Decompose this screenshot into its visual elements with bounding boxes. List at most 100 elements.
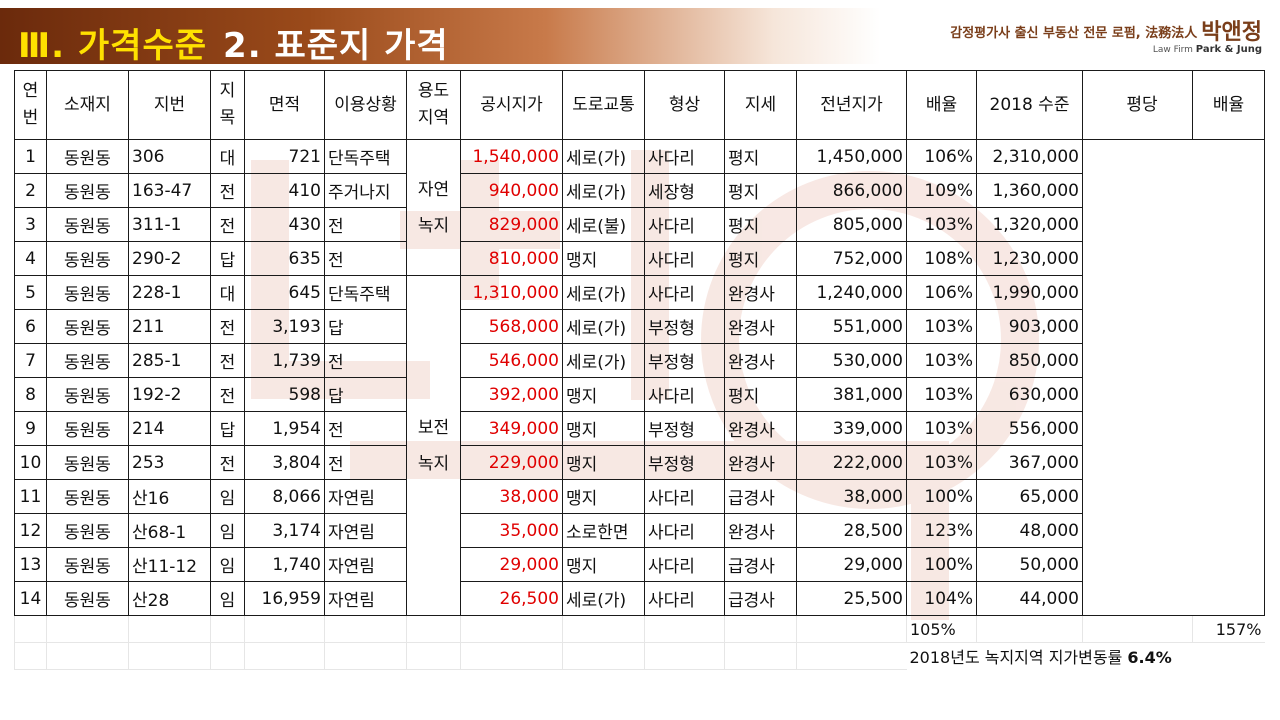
cell-location: 동원동 <box>46 241 129 276</box>
cell-price: 392,000 <box>460 377 563 412</box>
cell-use: 자연림 <box>324 513 407 548</box>
cell-shape: 사다리 <box>644 513 725 548</box>
cell-area: 645 <box>244 275 325 310</box>
cell-ratio: 104% <box>906 581 977 616</box>
cell-no: 8 <box>14 377 47 412</box>
firm-logo: 감정평가사 출신 부동산 전문 로펌, 法務法人 박앤정 Law Firm Par… <box>950 14 1262 55</box>
per-pyeong-blank-panel <box>1082 139 1265 616</box>
table-row: 7 동원동 285-1 전 1,739 전 546,000 세로(가) 부정형 완경사 530,00… <box>14 343 1265 378</box>
cell-category: 전 <box>210 207 245 242</box>
cell-terrain: 평지 <box>724 173 797 208</box>
cell-no: 10 <box>14 445 47 480</box>
cell-area: 3,193 <box>244 309 325 344</box>
cell-lot: 311-1 <box>128 207 211 242</box>
cell-category: 답 <box>210 241 245 276</box>
cell-level-2018: 44,000 <box>976 581 1083 616</box>
cell-level-2018: 65,000 <box>976 479 1083 514</box>
cell-terrain: 급경사 <box>724 581 797 616</box>
cell-prev-price: 29,000 <box>796 547 907 582</box>
cell-terrain: 완경사 <box>724 445 797 480</box>
cell-level-2018: 630,000 <box>976 377 1083 412</box>
col-header-ratio2: 배율 <box>1192 70 1265 140</box>
cell-location: 동원동 <box>46 547 129 582</box>
cell-prev-price: 339,000 <box>796 411 907 446</box>
cell-level-2018: 556,000 <box>976 411 1083 446</box>
table-row: 6 동원동 211 전 3,193 답 568,000 세로(가) 부정형 완경사 551,000 1… <box>14 309 1265 344</box>
cell-category: 전 <box>210 343 245 378</box>
cell-shape: 사다리 <box>644 377 725 412</box>
cell-no: 2 <box>14 173 47 208</box>
cell-use: 전 <box>324 207 407 242</box>
land-price-change-note: 2018년도 녹지지역 지가변동률 6.4% <box>909 648 1172 668</box>
cell-road: 세로(가) <box>562 173 645 208</box>
cell-category: 임 <box>210 513 245 548</box>
cell-road: 맹지 <box>562 547 645 582</box>
cell-price: 29,000 <box>460 547 563 582</box>
table-row: 9 동원동 214 답 1,954 전 349,000 맹지 부정형 완경사 339,000 103%… <box>14 411 1265 446</box>
cell-area: 3,174 <box>244 513 325 548</box>
cell-level-2018: 1,230,000 <box>976 241 1083 276</box>
cell-terrain: 완경사 <box>724 309 797 344</box>
cell-category: 전 <box>210 445 245 480</box>
cell-price: 940,000 <box>460 173 563 208</box>
cell-prev-price: 28,500 <box>796 513 907 548</box>
cell-level-2018: 50,000 <box>976 547 1083 582</box>
cell-use: 주거나지 <box>324 173 407 208</box>
cell-use: 전 <box>324 445 407 480</box>
cell-area: 1,954 <box>244 411 325 446</box>
cell-level-2018: 2,310,000 <box>976 139 1083 174</box>
cell-ratio: 106% <box>906 275 977 310</box>
cell-road: 맹지 <box>562 241 645 276</box>
table-row: 14 동원동 산28 임 16,959 자연림 26,500 세로(가) 사다리 급경사 25,50… <box>14 581 1265 616</box>
cell-location: 동원동 <box>46 275 129 310</box>
cell-ratio: 100% <box>906 479 977 514</box>
cell-location: 동원동 <box>46 343 129 378</box>
col-header-prev-price: 전년지가 <box>796 70 907 140</box>
cell-terrain: 완경사 <box>724 343 797 378</box>
cell-location: 동원동 <box>46 173 129 208</box>
col-header-shape: 형상 <box>644 70 725 140</box>
cell-price: 810,000 <box>460 241 563 276</box>
cell-location: 동원동 <box>46 581 129 616</box>
cell-level-2018: 903,000 <box>976 309 1083 344</box>
firm-tagline: 감정평가사 출신 부동산 전문 로펌, 法務法人 <box>950 26 1198 41</box>
cell-level-2018: 850,000 <box>976 343 1083 378</box>
cell-ratio: 103% <box>906 411 977 446</box>
cell-ratio: 109% <box>906 173 977 208</box>
cell-category: 임 <box>210 479 245 514</box>
note-row: 2018년도 녹지지역 지가변동률 6.4% <box>14 642 1265 670</box>
cell-level-2018: 1,360,000 <box>976 173 1083 208</box>
cell-prev-price: 1,240,000 <box>796 275 907 310</box>
cell-lot: 산68-1 <box>128 513 211 548</box>
cell-no: 3 <box>14 207 47 242</box>
cell-no: 4 <box>14 241 47 276</box>
cell-road: 맹지 <box>562 479 645 514</box>
cell-location: 동원동 <box>46 377 129 412</box>
col-header-zone: 용도 지역 <box>406 70 461 140</box>
col-header-area: 면적 <box>244 70 325 140</box>
cell-ratio: 108% <box>906 241 977 276</box>
cell-prev-price: 1,450,000 <box>796 139 907 174</box>
cell-prev-price: 381,000 <box>796 377 907 412</box>
col-header-use: 이용상황 <box>324 70 407 140</box>
average-ratio: 105% <box>906 615 977 643</box>
cell-terrain: 평지 <box>724 241 797 276</box>
cell-price: 1,540,000 <box>460 139 563 174</box>
cell-area: 410 <box>244 173 325 208</box>
cell-road: 세로(가) <box>562 581 645 616</box>
cell-lot: 228-1 <box>128 275 211 310</box>
cell-shape: 사다리 <box>644 207 725 242</box>
title-roman-numeral: Ⅲ. 가격수준 <box>18 26 208 66</box>
table-row: 12 동원동 산68-1 임 3,174 자연림 35,000 소로한면 사다리 완경사 28,50… <box>14 513 1265 548</box>
cell-terrain: 평지 <box>724 139 797 174</box>
cell-no: 6 <box>14 309 47 344</box>
cell-road: 세로(가) <box>562 343 645 378</box>
cell-road: 맹지 <box>562 445 645 480</box>
cell-price: 229,000 <box>460 445 563 480</box>
right-ratio: 157% <box>1192 615 1265 643</box>
cell-road: 맹지 <box>562 411 645 446</box>
cell-shape: 세장형 <box>644 173 725 208</box>
cell-lot: 211 <box>128 309 211 344</box>
firm-name: 박앤정 <box>1201 20 1262 45</box>
